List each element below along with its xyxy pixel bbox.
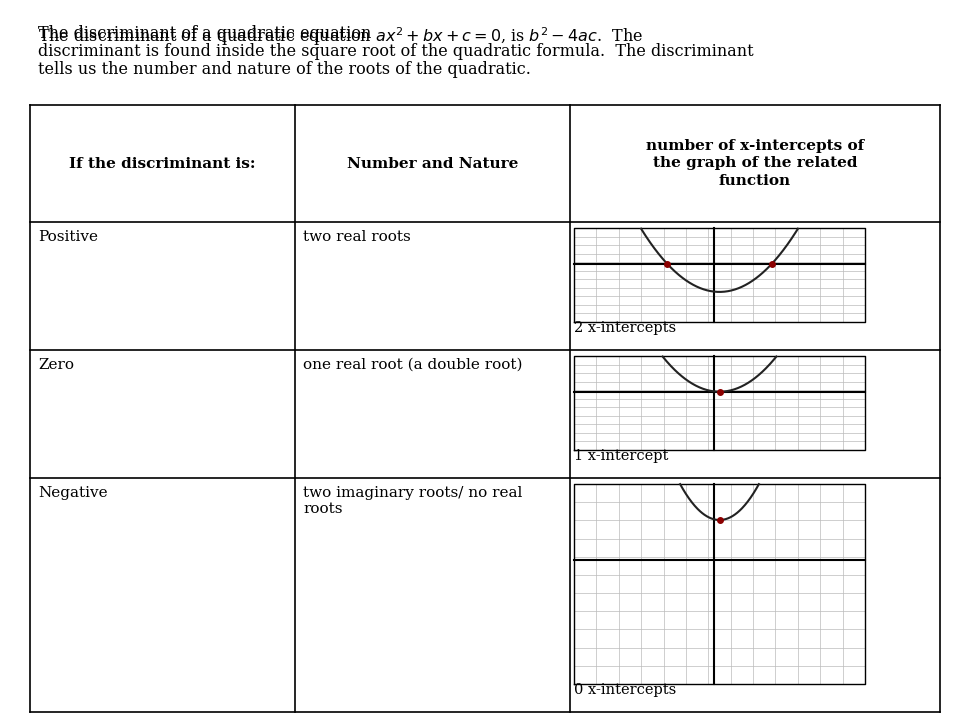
Text: tells us the number and nature of the roots of the quadratic.: tells us the number and nature of the ro… <box>38 61 531 78</box>
Text: The discriminant of a quadratic equation $ax^2 + bx + c = 0$, is $b^2 - 4ac$.  T: The discriminant of a quadratic equation… <box>38 25 643 48</box>
Text: two real roots: two real roots <box>303 230 411 244</box>
Text: The discriminant of a quadratic equation: The discriminant of a quadratic equation <box>38 25 376 42</box>
Text: Positive: Positive <box>38 230 98 244</box>
Text: discriminant is found inside the square root of the quadratic formula.  The disc: discriminant is found inside the square … <box>38 43 754 60</box>
Text: one real root (a double root): one real root (a double root) <box>303 358 522 372</box>
Text: two imaginary roots/ no real
roots: two imaginary roots/ no real roots <box>303 486 522 516</box>
Text: Number and Nature: Number and Nature <box>347 156 518 171</box>
Text: number of x-intercepts of
the graph of the related
function: number of x-intercepts of the graph of t… <box>646 139 864 188</box>
Text: 0 x-intercepts: 0 x-intercepts <box>574 683 676 697</box>
Text: Zero: Zero <box>38 358 74 372</box>
Text: 2 x-intercepts: 2 x-intercepts <box>574 321 676 335</box>
Text: 1 x-intercept: 1 x-intercept <box>574 449 668 463</box>
Text: Negative: Negative <box>38 486 108 500</box>
Text: If the discriminant is:: If the discriminant is: <box>69 156 255 171</box>
